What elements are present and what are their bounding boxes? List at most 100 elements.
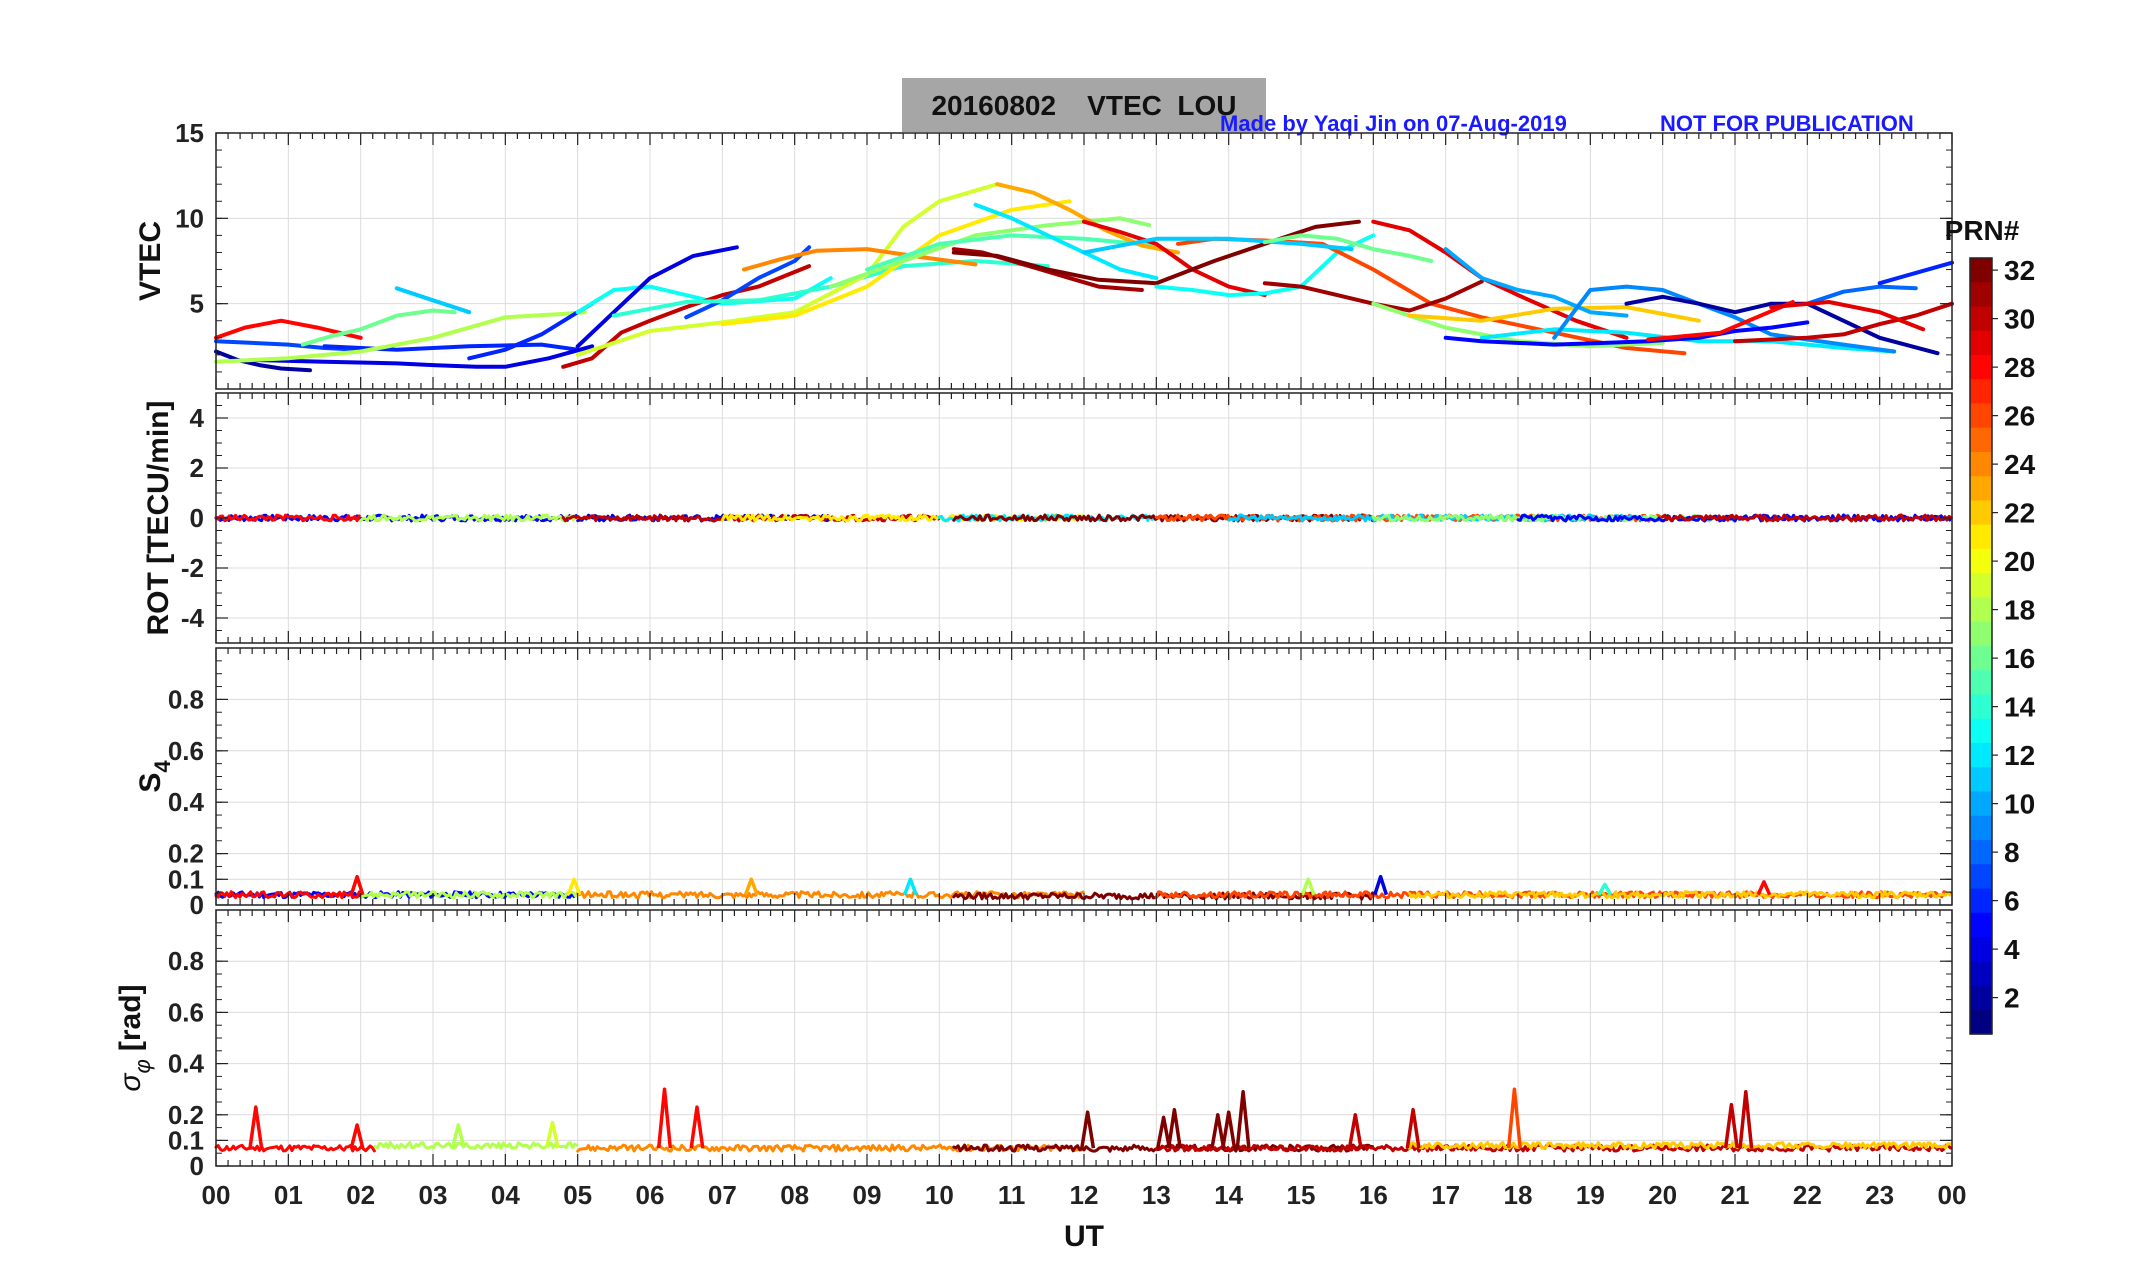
x-tick-label: 14 xyxy=(1214,1180,1243,1210)
sigma-phi-lines xyxy=(214,1087,1953,1153)
sigma-phi-y-label-sub: φ xyxy=(130,1059,155,1073)
y-tick-label: 0.6 xyxy=(168,736,204,766)
spike-prn-32 xyxy=(1080,1110,1096,1149)
series-line-prn-16 xyxy=(1262,233,1434,263)
spike-prn-19 xyxy=(544,1120,560,1149)
colorbar-swatch-prn-18 xyxy=(1970,597,1992,623)
spike-prn-28 xyxy=(656,1087,673,1149)
series-line-prn-4 xyxy=(575,245,739,349)
series-line-prn-18 xyxy=(359,890,580,900)
y-tick-label: 0.4 xyxy=(168,787,205,817)
y-tick-label: 5 xyxy=(190,289,204,319)
spike-prn-28 xyxy=(689,1105,705,1149)
x-tick-label: 07 xyxy=(708,1180,737,1210)
spike-prn-30 xyxy=(1347,1113,1363,1149)
colorbar-frame xyxy=(1969,257,1993,1035)
y-tick-label: 0 xyxy=(190,1151,204,1181)
series-line-prn-4 xyxy=(250,344,595,369)
colorbar-swatch-prn-25 xyxy=(1970,427,1992,453)
series-line-prn-11 xyxy=(1082,236,1354,255)
colorbar-tick-label: 8 xyxy=(2004,837,2020,868)
sigma-phi-y-label: σφ [rad] xyxy=(114,984,155,1091)
colorbar-tick-label: 6 xyxy=(2004,886,2020,917)
colorbar-swatch-prn-31 xyxy=(1970,282,1992,308)
series-line-prn-30 xyxy=(561,264,812,369)
series-line-prn-22 xyxy=(1408,1141,1952,1151)
series-line-prn-11 xyxy=(394,286,472,315)
colorbar-swatch-prn-29 xyxy=(1970,330,1992,356)
colorbar-swatch-prn-10 xyxy=(1970,791,1992,817)
s4-grid xyxy=(216,648,1952,905)
s4-y-label-sub: 4 xyxy=(150,760,175,773)
series-line-prn-30 xyxy=(1733,301,1954,344)
series-line-prn-8 xyxy=(1805,284,1918,306)
colorbar-swatch-prn-12 xyxy=(1970,743,1992,768)
sigma-phi-y-label-main: σ xyxy=(114,1072,147,1092)
y-tick-label: 0.4 xyxy=(168,1049,205,1079)
y-tick-label: 0 xyxy=(190,503,204,533)
spike-prn-32 xyxy=(1235,1090,1251,1149)
colorbar-swatch-prn-16 xyxy=(1970,646,1992,671)
s4-y-label: S4 xyxy=(134,760,175,793)
spike-prn-28 xyxy=(349,1123,365,1149)
y-tick-label: 0.2 xyxy=(168,839,204,869)
colorbar-tick-label: 32 xyxy=(2004,255,2035,286)
series-line-prn-29 xyxy=(1769,300,1926,332)
colorbar-swatch-prn-21 xyxy=(1970,524,1992,550)
x-tick-label: 15 xyxy=(1287,1180,1316,1210)
colorbar-tick-label: 16 xyxy=(2004,643,2035,674)
series-line-prn-12 xyxy=(973,202,1159,281)
y-tick-label: 0.8 xyxy=(168,946,204,976)
x-tick-label: 00 xyxy=(202,1180,231,1210)
y-tick-label: -4 xyxy=(181,603,205,633)
y-tick-label: 2 xyxy=(190,453,204,483)
spike-prn-4 xyxy=(1373,874,1389,896)
colorbar-tick-label: 28 xyxy=(2004,352,2035,383)
series-line-prn-28 xyxy=(214,318,363,340)
y-tick-label: 0 xyxy=(190,890,204,920)
series-line-prn-2 xyxy=(214,349,312,373)
s4-panel: 00.10.2 0.4 0.6 0.8 S4 xyxy=(134,647,1953,920)
series-line-prn-22 xyxy=(1408,890,1952,900)
colorbar-swatch-prn-32 xyxy=(1970,258,1992,283)
y-tick-label: 10 xyxy=(175,203,204,233)
colorbar-swatch-prn-6 xyxy=(1970,888,1992,914)
series-line-prn-28 xyxy=(1646,300,1795,342)
vtec-lines xyxy=(214,182,1954,373)
rot-y-label: ROT [TECU/min] xyxy=(142,401,175,636)
vtec-y-ticks: 5 10 15 xyxy=(175,118,204,319)
y-tick-label: 0.8 xyxy=(168,684,204,714)
series-line-prn-21 xyxy=(720,513,1085,523)
colorbar-tick-label: 20 xyxy=(2004,546,2035,577)
x-tick-label: 03 xyxy=(419,1180,448,1210)
x-tick-label: 10 xyxy=(925,1180,954,1210)
s4-y-label-main: S xyxy=(134,773,167,793)
colorbar-swatch-prn-30 xyxy=(1970,306,1992,332)
x-tick-label: 09 xyxy=(853,1180,882,1210)
spike-prn-32 xyxy=(1210,1113,1226,1149)
colorbar-swatch-prn-22 xyxy=(1970,500,1992,526)
colorbar-title: PRN# xyxy=(1945,215,2020,246)
colorbar-swatch-prn-17 xyxy=(1970,621,1992,647)
x-tick-label: 23 xyxy=(1865,1180,1894,1210)
rot-lines xyxy=(214,513,1953,523)
figure-title: 20160802 VTEC LOU xyxy=(931,90,1236,121)
vtec-panel: 5 10 15 VTEC xyxy=(134,118,1954,390)
y-tick-label: 15 xyxy=(175,118,204,148)
x-tick-label: 17 xyxy=(1431,1180,1460,1210)
s4-frame xyxy=(215,647,1953,906)
y-tick-label: 4 xyxy=(190,403,205,433)
colorbar-swatch-prn-9 xyxy=(1970,815,1992,841)
series-line-prn-28 xyxy=(214,1143,376,1153)
vtec-y-label: VTEC xyxy=(134,221,167,301)
x-tick-label: 08 xyxy=(780,1180,809,1210)
vtec-frame xyxy=(215,132,1953,390)
series-line-prn-30 xyxy=(1661,513,1953,523)
spike-prn-18 xyxy=(1300,877,1316,896)
colorbar-swatch-prn-14 xyxy=(1970,694,1992,720)
colorbar-swatch-prn-19 xyxy=(1970,573,1992,599)
colorbar-swatch-prn-11 xyxy=(1970,767,1992,793)
colorbar-swatch-prn-24 xyxy=(1970,452,1992,477)
